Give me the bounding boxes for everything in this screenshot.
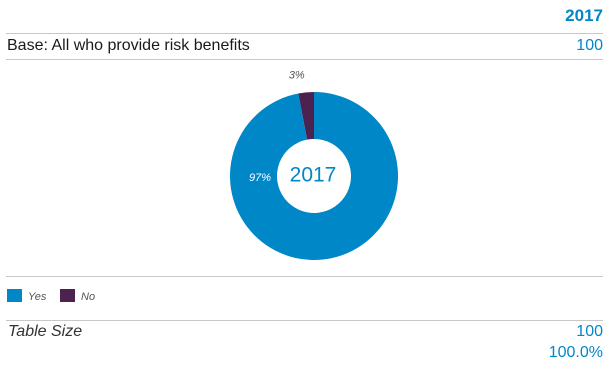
donut-value-label-no: 3%	[289, 70, 305, 81]
donut-slices	[230, 92, 398, 260]
base-value: 100	[576, 37, 603, 54]
legend: Yes No	[6, 276, 603, 309]
year-column-header: 2017	[565, 6, 603, 25]
legend-label-yes: Yes	[28, 291, 47, 303]
donut-value-labels: 97% 3%	[249, 70, 305, 184]
table-size-label: Table Size	[8, 323, 83, 340]
donut-chart: 2017 97% 3%	[230, 70, 398, 260]
table-size-percent: 100.0%	[548, 344, 603, 361]
legend-label-no: No	[81, 291, 96, 303]
base-row: Base: All who provide risk benefits 100	[6, 33, 603, 60]
table-size-row: Table Size 100 100.0%	[6, 320, 603, 365]
legend-item-yes: Yes	[7, 289, 46, 303]
donut-value-label-yes: 97%	[249, 172, 271, 184]
legend-item-no: No	[60, 289, 95, 303]
base-label: Base: All who provide risk benefits	[7, 37, 250, 54]
donut-center-label: 2017	[290, 164, 337, 187]
donut-slice-no	[298, 92, 314, 140]
table-size-value: 100	[576, 323, 603, 340]
legend-swatch-yes	[7, 289, 22, 302]
donut-slice-yes	[230, 92, 398, 260]
legend-swatch-no	[60, 289, 75, 302]
